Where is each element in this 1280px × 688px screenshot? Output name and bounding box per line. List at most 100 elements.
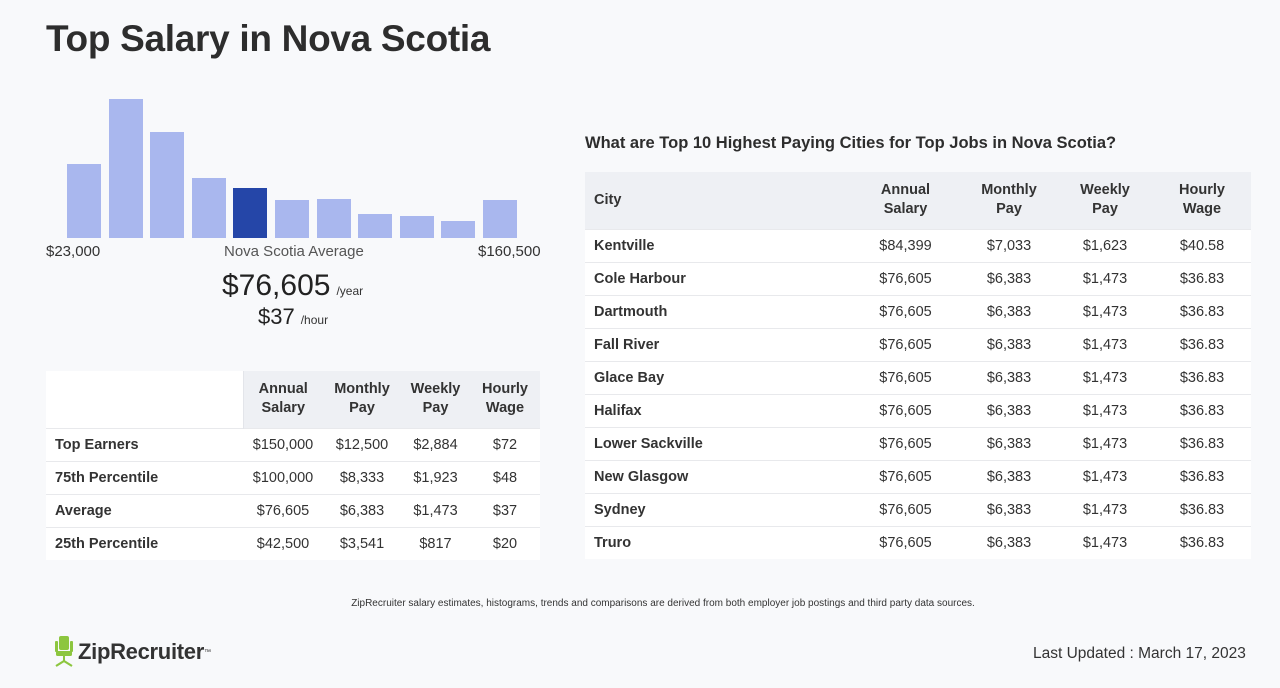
last-updated: Last Updated : March 17, 2023 [1033, 645, 1246, 662]
average-hourly-wage: $37/hour [258, 304, 328, 330]
row-label: Top Earners [55, 436, 139, 453]
monthly-pay-cell: $6,383 [986, 336, 1032, 353]
annual-salary-cell: $76,605 [879, 501, 932, 518]
weekly-pay-cell: $1,473 [1082, 303, 1128, 320]
histogram-bar [275, 200, 309, 238]
weekly-pay-cell: $1,473 [1082, 534, 1128, 551]
monthly-pay-cell: $6,383 [986, 534, 1032, 551]
hourly-wage-cell: $36.83 [1179, 435, 1225, 452]
hourly-wage-cell: $36.83 [1179, 270, 1225, 287]
city-name: Glace Bay [594, 369, 665, 386]
hourly-wage-cell: $36.83 [1179, 468, 1225, 485]
annual-salary-cell: $84,399 [879, 237, 932, 254]
table-row: New Glasgow $76,605 $6,383 $1,473 $36.83 [585, 460, 1251, 493]
percentile-table: Annual Salary Monthly Pay Weekly Pay Hourly… [46, 371, 540, 560]
annual-salary-cell: $76,605 [879, 369, 932, 386]
annual-salary-cell: $76,605 [879, 468, 932, 485]
annual-salary-cell: $76,605 [879, 303, 932, 320]
average-hourly-unit: /hour [300, 313, 329, 327]
monthly-pay-cell: $6,383 [986, 501, 1032, 518]
weekly-pay-cell: $1,473 [1082, 336, 1128, 353]
table-row: Lower Sackville $76,605 $6,383 $1,473 $36.83 [585, 427, 1251, 460]
hourly-wage-cell: $20 [492, 535, 518, 552]
annual-salary-cell: $42,500 [256, 535, 310, 552]
logo-text: ZipRecruiter [78, 639, 204, 664]
weekly-pay-cell: $1,473 [1082, 435, 1128, 452]
weekly-pay-cell: $1,623 [1082, 237, 1128, 254]
histogram-bar [483, 200, 517, 238]
annual-salary-cell: $150,000 [252, 436, 314, 453]
weekly-pay-cell: $1,473 [413, 502, 458, 519]
histogram-bar [316, 199, 351, 238]
histogram-bar [358, 214, 393, 238]
city-name: Sydney [594, 501, 646, 518]
hourly-wage-cell: $36.83 [1179, 534, 1225, 551]
hourly-wage-cell: $48 [492, 469, 518, 486]
monthly-pay-cell: $6,383 [986, 402, 1032, 419]
hourly-wage-cell: $36.83 [1179, 369, 1225, 386]
header-annual-salary: Annual Salary [880, 182, 931, 218]
histogram-bar [441, 221, 476, 238]
monthly-pay-cell: $6,383 [986, 435, 1032, 452]
header-hourly-wage: Hourly Wage [1179, 182, 1225, 218]
header-weekly-pay: Weekly Pay [1080, 182, 1130, 218]
annual-salary-cell: $76,605 [879, 435, 932, 452]
monthly-pay-cell: $12,500 [335, 436, 389, 453]
monthly-pay-cell: $6,383 [986, 270, 1032, 287]
table-row: Halifax $76,605 $6,383 $1,473 $36.83 [585, 394, 1251, 427]
city-name: New Glasgow [594, 468, 689, 485]
annual-salary-cell: $76,605 [879, 402, 932, 419]
hourly-wage-cell: $37 [492, 502, 518, 519]
annual-salary-cell: $100,000 [252, 469, 314, 486]
cities-table-header: City Annual Salary Monthly Pay Weekly Pay H… [585, 172, 1251, 229]
city-name: Dartmouth [594, 303, 668, 320]
histogram-max-label: $160,500 [478, 243, 541, 260]
salary-histogram [46, 88, 540, 238]
annual-salary-cell: $76,605 [879, 534, 932, 551]
header-monthly-pay: Monthly Pay [323, 371, 401, 428]
hourly-wage-cell: $72 [492, 436, 518, 453]
header-annual-salary: Annual Salary [243, 371, 323, 428]
row-label: 75th Percentile [55, 469, 159, 486]
average-annual-unit: /year [336, 284, 364, 298]
hourly-wage-cell: $36.83 [1179, 336, 1225, 353]
city-name: Truro [594, 534, 632, 551]
hourly-wage-cell: $36.83 [1179, 402, 1225, 419]
row-label: 25th Percentile [55, 535, 159, 552]
monthly-pay-cell: $3,541 [339, 535, 385, 552]
weekly-pay-cell: $2,884 [413, 436, 458, 453]
monthly-pay-cell: $6,383 [986, 468, 1032, 485]
weekly-pay-cell: $1,473 [1082, 369, 1128, 386]
annual-salary-cell: $76,605 [879, 270, 932, 287]
table-row: 75th Percentile $100,000 $8,333 $1,923 $… [46, 461, 540, 494]
histogram-bar [191, 178, 226, 238]
weekly-pay-cell: $1,473 [1082, 402, 1128, 419]
average-annual-value: $76,605 [222, 269, 331, 302]
table-row: Truro $76,605 $6,383 $1,473 $36.83 [585, 526, 1251, 559]
cities-heading: What are Top 10 Highest Paying Cities fo… [585, 134, 1117, 152]
table-row: Kentville $84,399 $7,033 $1,623 $40.58 [585, 229, 1251, 262]
table-row: Top Earners $150,000 $12,500 $2,884 $72 [46, 428, 540, 461]
histogram-min-label: $23,000 [46, 243, 101, 260]
histogram-average-label: Nova Scotia Average [224, 243, 364, 260]
monthly-pay-cell: $8,333 [339, 469, 385, 486]
table-row: Dartmouth $76,605 $6,383 $1,473 $36.83 [585, 295, 1251, 328]
header-monthly-pay: Monthly Pay [981, 182, 1037, 218]
city-name: Halifax [594, 402, 642, 419]
header-blank-cell [46, 371, 244, 428]
table-row: Average $76,605 $6,383 $1,473 $37 [46, 494, 540, 527]
monthly-pay-cell: $7,033 [986, 237, 1032, 254]
histogram-bar [67, 164, 101, 238]
ziprecruiter-logo[interactable]: ZipRecruiter ™ [54, 636, 211, 668]
table-row: Glace Bay $76,605 $6,383 $1,473 $36.83 [585, 361, 1251, 394]
hourly-wage-cell: $36.83 [1179, 501, 1225, 518]
histogram-bar [399, 216, 434, 238]
monthly-pay-cell: $6,383 [339, 502, 385, 519]
cities-table: City Annual Salary Monthly Pay Weekly Pay H… [585, 172, 1251, 559]
average-annual-salary: $76,605/year [222, 269, 363, 303]
weekly-pay-cell: $817 [419, 535, 452, 552]
histogram-bar-average [233, 188, 268, 238]
hourly-wage-cell: $40.58 [1179, 237, 1225, 254]
monthly-pay-cell: $6,383 [986, 369, 1032, 386]
city-name: Lower Sackville [594, 435, 703, 452]
